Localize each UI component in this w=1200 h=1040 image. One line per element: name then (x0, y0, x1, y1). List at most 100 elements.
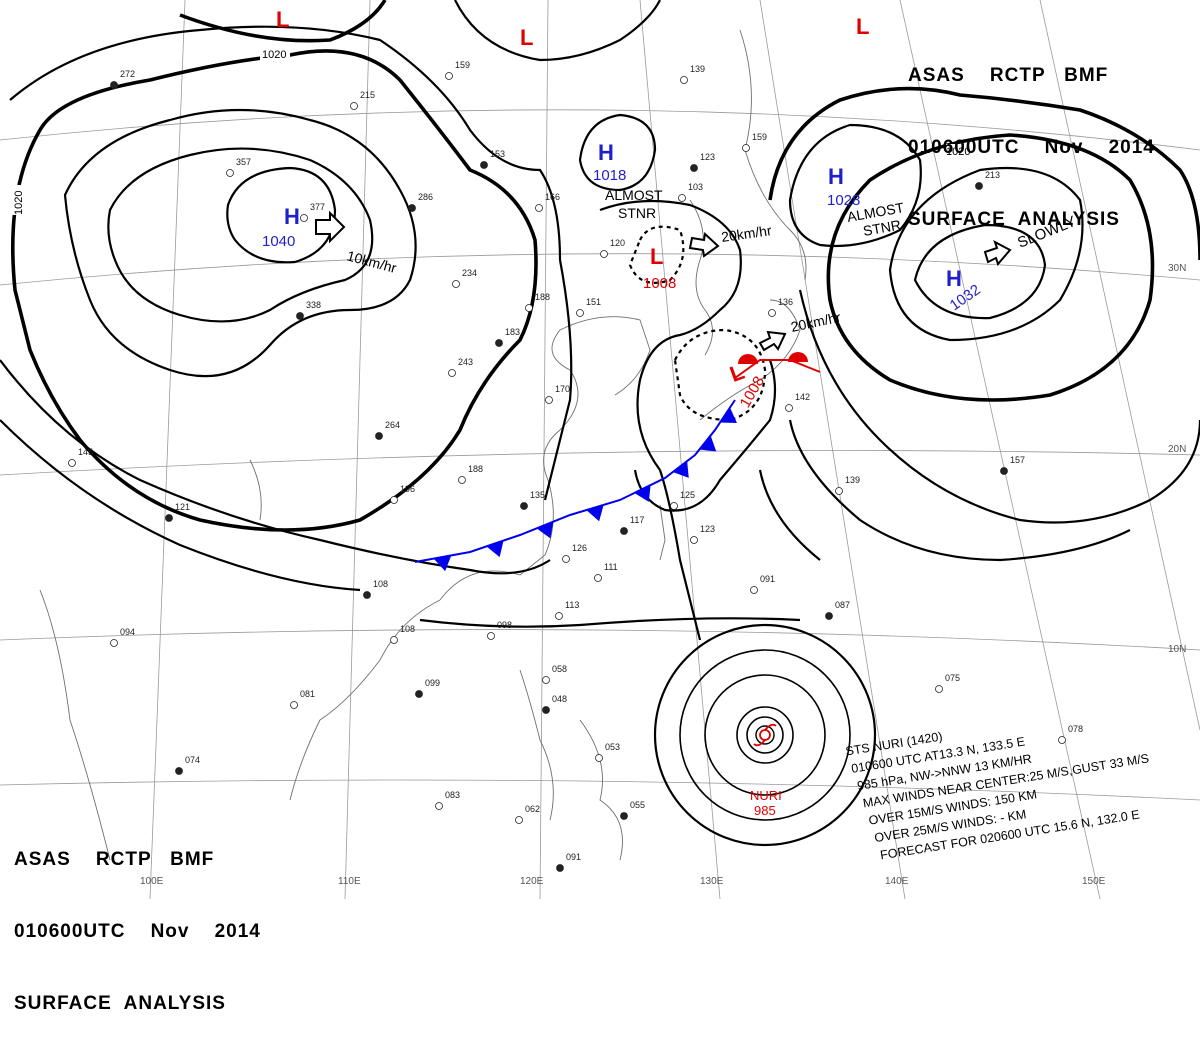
station-marker-icon (375, 432, 383, 440)
pressure-center-value: 1028 (827, 192, 860, 209)
station-marker-icon (175, 767, 183, 775)
header-line: SURFACE ANALYSIS (908, 209, 1120, 230)
station-marker-icon (487, 632, 495, 640)
station-observations: 272 215 159 153 357 377 286 166 139 123 103 159 213 1… (68, 60, 1083, 872)
pressure-center-letter: H (598, 140, 614, 165)
station-marker-icon (68, 459, 76, 467)
lon-label: 110E (338, 876, 361, 887)
stationary-label: STNR (862, 217, 902, 239)
pressure-center-letter: L (650, 244, 663, 269)
station-marker-icon (165, 514, 173, 522)
station-pressure-value: 126 (572, 543, 587, 553)
typhoon-isobars (653, 623, 877, 847)
station-marker-icon (480, 161, 488, 169)
pressure-center-value: 1040 (262, 233, 295, 250)
isobar-label: 1020 (946, 146, 970, 158)
station-marker-icon (555, 612, 563, 620)
cold-front-barb-icon (720, 407, 737, 423)
isobar-labels: 1020 1020 1020 (10, 47, 974, 215)
station-pressure-value: 081 (300, 689, 315, 699)
lat-label: 30N (1168, 263, 1186, 274)
cold-front-barb-icon (634, 485, 651, 502)
station-pressure-value: 117 (630, 515, 644, 525)
header-line: 010600UTC Nov 2014 (14, 921, 261, 942)
station-marker-icon (363, 591, 371, 599)
pressure-center-value: 1008 (643, 275, 676, 292)
station-marker-icon (835, 487, 843, 495)
motion-arrow-icon (758, 330, 787, 352)
station-marker-icon (556, 864, 564, 872)
typhoon-pressure: 985 (754, 803, 776, 818)
map-header-bottom: ASAS RCTP BMF 010600UTC Nov 2014 SURFACE… (14, 800, 261, 1040)
station-pressure-value: 083 (445, 790, 460, 800)
station-pressure-value: 170 (555, 384, 570, 394)
station-pressure-value: 108 (373, 579, 388, 589)
station-pressure-value: 215 (360, 90, 375, 100)
stationary-label: ALMOST (605, 187, 663, 203)
station-pressure-value: 188 (468, 464, 483, 474)
header-line: SURFACE ANALYSIS (14, 993, 226, 1014)
station-pressure-value: 078 (1068, 724, 1083, 734)
station-marker-icon (935, 685, 943, 693)
motion-arrow-icon (983, 239, 1012, 266)
station-pressure-value: 099 (425, 678, 440, 688)
cold-front-barb-icon (536, 521, 554, 539)
station-pressure-value: 213 (985, 170, 1000, 180)
station-pressure-value: 058 (552, 664, 567, 674)
station-pressure-value: 136 (778, 297, 793, 307)
isobar-label: 1020 (262, 49, 286, 61)
cold-front (414, 399, 737, 572)
motion-label: 20km/hr (720, 222, 773, 245)
station-marker-icon (415, 690, 423, 698)
pressure-center-value: 1018 (593, 167, 626, 184)
station-marker-icon (750, 586, 758, 594)
isobar-label: 1020 (13, 191, 25, 215)
lon-label: 130E (700, 876, 724, 887)
station-pressure-value: 121 (175, 502, 190, 512)
motion-arrow-icon (688, 232, 720, 258)
pressure-center-letter: L (276, 7, 289, 32)
station-marker-icon (535, 204, 543, 212)
station-pressure-value: 123 (700, 152, 715, 162)
station-pressure-value: 377 (310, 202, 325, 212)
lon-label: 140E (885, 876, 909, 887)
station-marker-icon (690, 536, 698, 544)
station-marker-icon (390, 636, 398, 644)
pressure-center-letter: H (828, 164, 844, 189)
station-pressure-value: 113 (565, 600, 579, 610)
coastline (39, 29, 807, 861)
station-marker-icon (542, 676, 550, 684)
station-pressure-value: 153 (490, 149, 505, 159)
cold-front-barb-icon (586, 504, 604, 522)
motion-arrow-icon (315, 210, 346, 244)
typhoon-symbol-icon (753, 723, 777, 747)
stationary-label: STNR (618, 205, 656, 221)
map-header-top: ASAS RCTP BMF 010600UTC Nov 2014 SURFACE… (908, 16, 1155, 256)
station-pressure-value: 055 (630, 800, 645, 810)
warm-front-bump-icon (738, 354, 758, 364)
typhoon: NURI 985 (750, 723, 782, 818)
warm-front (734, 352, 821, 379)
station-pressure-value: 234 (462, 268, 477, 278)
station-pressure-value: 286 (418, 192, 433, 202)
weather-map: 272 215 159 153 357 377 286 166 139 123 103 159 213 1… (0, 0, 1200, 899)
station-pressure-value: 135 (530, 490, 545, 500)
station-marker-icon (576, 309, 584, 317)
station-pressure-value: 111 (604, 562, 618, 572)
station-pressure-value: 159 (455, 60, 470, 70)
station-pressure-value: 103 (688, 182, 703, 192)
station-marker-icon (768, 309, 776, 317)
station-pressure-value: 120 (610, 238, 625, 248)
station-pressure-value: 142 (795, 392, 810, 402)
station-marker-icon (690, 164, 698, 172)
station-pressure-value: 272 (120, 69, 135, 79)
station-marker-icon (620, 812, 628, 820)
station-pressure-value: 098 (497, 620, 512, 630)
station-marker-icon (435, 802, 443, 810)
station-pressure-value: 123 (700, 524, 715, 534)
station-pressure-value: 196 (400, 484, 415, 494)
station-pressure-value: 357 (236, 157, 251, 167)
pressure-center-letter: L (520, 25, 533, 50)
station-marker-icon (975, 182, 983, 190)
station-marker-icon (600, 250, 608, 258)
